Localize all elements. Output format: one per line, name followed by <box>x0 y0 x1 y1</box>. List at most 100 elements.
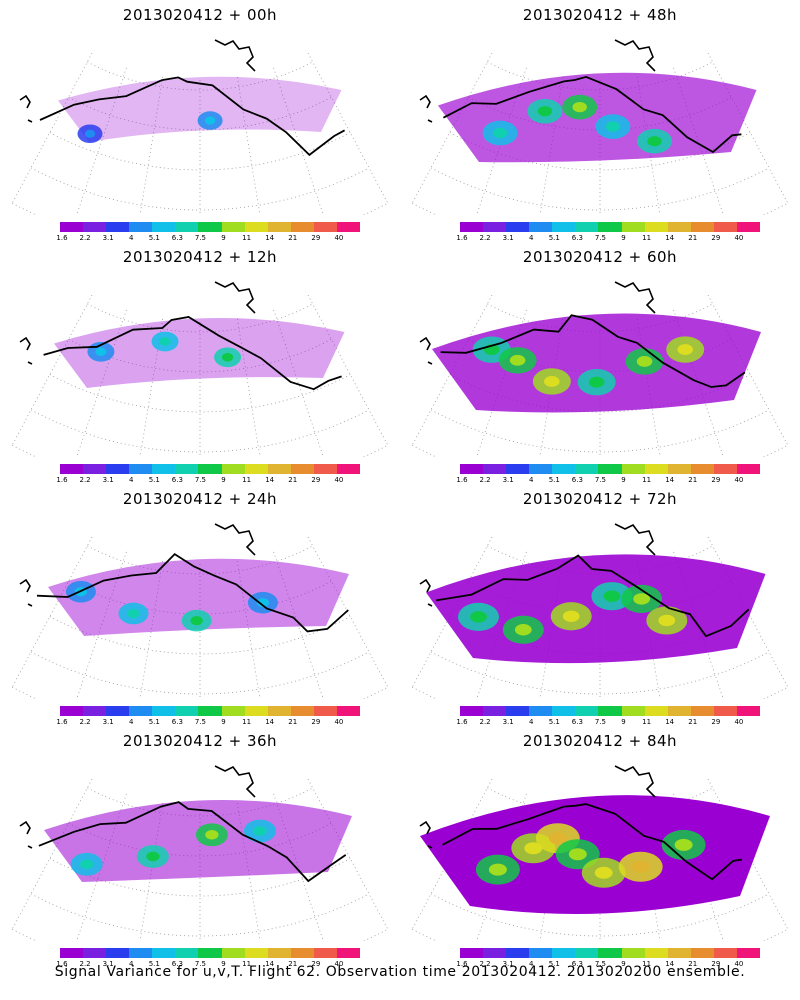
colorbar-segment <box>713 706 737 716</box>
colorbar-tick-label: 7.5 <box>594 718 607 726</box>
west-coast <box>419 336 433 365</box>
variance-core <box>127 608 140 619</box>
colorbar-tick-label: 29 <box>711 476 721 484</box>
latitude-gridline <box>430 167 770 211</box>
variance-core <box>636 355 653 367</box>
colorbar-segment <box>598 222 622 232</box>
variance-core <box>470 611 487 623</box>
panel-title: 2013020412 + 36h <box>122 732 278 750</box>
colorbar-segment <box>598 464 622 474</box>
colorbar-tick-label: 11 <box>642 960 652 968</box>
colorbar-segment <box>690 706 714 716</box>
colorbar-segment <box>244 464 268 474</box>
colorbar-segment <box>221 464 245 474</box>
variance-core <box>84 129 96 138</box>
colorbar-segment <box>60 222 84 232</box>
colorbar-segment <box>713 948 737 958</box>
colorbar-segment <box>667 464 691 474</box>
colorbar-tick-label: 11 <box>242 960 252 968</box>
colorbar-tick-label: 14 <box>265 960 275 968</box>
colorbar-segment <box>267 948 291 958</box>
latitude-gridline <box>68 96 332 131</box>
colorbar-tick-label: 11 <box>642 234 652 242</box>
colorbar-segment <box>736 948 761 958</box>
colorbar-segment <box>529 464 553 474</box>
colorbar <box>60 706 361 716</box>
forecast-map <box>411 523 789 699</box>
variance-region <box>432 313 761 413</box>
colorbar-tick-label: 4 <box>128 234 134 242</box>
longitude-gridline <box>707 294 789 446</box>
colorbar-tick-label: 9 <box>221 476 226 484</box>
variance-core <box>253 826 267 836</box>
longitude-gridline <box>273 551 324 699</box>
colorbar-segment <box>575 464 599 474</box>
colorbar-tick-label: 2.2 <box>79 476 91 484</box>
colorbar-segment <box>152 706 176 716</box>
colorbar-tick-label: 2.2 <box>79 234 91 242</box>
forecast-map <box>11 281 389 457</box>
longitude-gridline <box>11 778 93 930</box>
west-coast <box>419 820 433 849</box>
colorbar-segment <box>106 464 130 474</box>
variance-core <box>594 866 613 879</box>
colorbar-segment <box>736 222 761 232</box>
variance-region <box>58 76 342 142</box>
longitude-gridline <box>411 52 493 204</box>
colorbar-segment <box>336 222 361 232</box>
colorbar-tick-label: 4 <box>128 960 134 968</box>
colorbar-tick-label: 9 <box>221 960 226 968</box>
variance-core <box>80 859 94 870</box>
colorbar-segment <box>267 706 291 716</box>
colorbar-tick-label: 3.1 <box>502 718 514 726</box>
panel-title: 2013020412 + 72h <box>522 490 678 508</box>
colorbar-segment <box>506 948 530 958</box>
variance-region <box>54 317 345 388</box>
colorbar-segment <box>83 464 107 474</box>
variance-core <box>256 598 270 608</box>
coastline <box>43 316 342 391</box>
west-coast <box>419 94 433 123</box>
colorbar-tick-label: 1.6 <box>56 718 68 726</box>
variance-region <box>44 799 352 882</box>
colorbar-tick-label: 5.1 <box>548 234 560 242</box>
longitude-gridline <box>307 52 389 204</box>
variance-core <box>537 106 553 117</box>
colorbar-segment <box>175 948 199 958</box>
colorbar-segment <box>506 222 530 232</box>
colorbar-tick-label: 11 <box>242 234 252 242</box>
colorbar-segment <box>336 948 361 958</box>
colorbar-segment <box>60 464 84 474</box>
colorbar-segment <box>313 706 337 716</box>
colorbar <box>460 706 761 716</box>
latitude-gridline <box>430 893 770 937</box>
longitude-gridline <box>307 294 389 446</box>
variance-core <box>572 102 587 113</box>
colorbar-segment <box>290 948 314 958</box>
colorbar-segment <box>598 706 622 716</box>
colorbar-tick-label: 1.6 <box>56 476 68 484</box>
variance-core <box>568 848 587 861</box>
map-panel: 2013020412 + 12h 1.6 2.2 3.1 4 5.1 6.3 7.5 9 11 14… <box>0 242 400 487</box>
colorbar-tick-label: 6.3 <box>571 234 583 242</box>
colorbar-tick-label: 40 <box>334 476 344 484</box>
longitude-gridline <box>307 536 389 688</box>
colorbar-tick-label: 21 <box>288 718 298 726</box>
panel-title: 2013020412 + 00h <box>122 6 278 24</box>
colorbar-tick-label: 5.1 <box>548 960 560 968</box>
colorbar-tick-label: 21 <box>688 718 698 726</box>
colorbar-segment <box>460 464 484 474</box>
latitude-gridline <box>49 374 351 413</box>
colorbar-segment <box>690 464 714 474</box>
variance-core <box>544 376 560 387</box>
colorbar-tick-label: 29 <box>311 718 321 726</box>
colorbar-tick-label: 9 <box>621 960 626 968</box>
longitude-gridline <box>76 67 127 215</box>
coastline <box>442 75 742 154</box>
variance-core <box>605 121 621 132</box>
colorbar-tick-label: 9 <box>621 718 626 726</box>
colorbar-segment <box>106 948 130 958</box>
colorbar-tick-label: 5.1 <box>548 718 560 726</box>
colorbar-segment <box>506 464 530 474</box>
variance-core <box>488 863 507 876</box>
